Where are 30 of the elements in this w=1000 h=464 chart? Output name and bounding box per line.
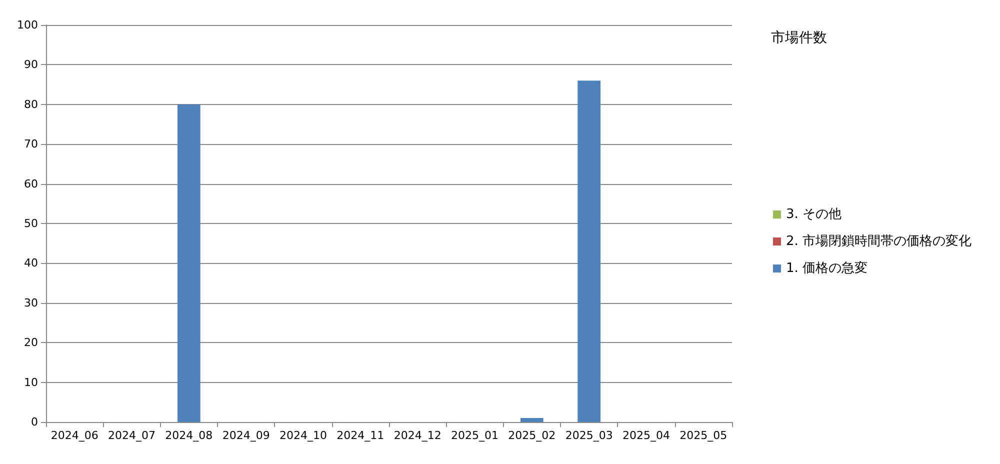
x-tick-label: 2024_08 [165, 429, 213, 442]
y-tick-label: 60 [24, 177, 38, 190]
legend-label: 2. 市場閉鎖時間帯の価格の変化 [786, 233, 972, 249]
x-tick-label: 2025_02 [508, 429, 556, 442]
legend-label: 1. 価格の急変 [786, 260, 868, 276]
y-tick-label: 0 [31, 416, 38, 428]
bar [578, 80, 601, 422]
x-tick-label: 2024_10 [280, 429, 327, 442]
y-tick-label: 90 [24, 58, 38, 72]
x-tick-label: 2025_01 [451, 429, 498, 442]
y-tick-label: 80 [24, 98, 38, 111]
y-tick-label: 20 [24, 336, 38, 350]
x-tick-label: 2024_12 [394, 429, 442, 442]
x-tick-label: 2024_09 [222, 429, 270, 442]
x-tick-label: 2024_07 [108, 429, 156, 442]
text: 市場件数 [771, 30, 827, 46]
y-tick-label: 40 [24, 256, 38, 270]
legend-label: 3. その他 [786, 207, 842, 222]
y-tick-label: 50 [24, 217, 38, 230]
y-tick-label: 30 [24, 296, 38, 310]
x-tick-label: 2025_05 [680, 429, 728, 442]
y-tick-label: 70 [24, 138, 38, 151]
bar [520, 418, 544, 422]
bar [177, 104, 200, 422]
y-tick-label: 100 [17, 18, 38, 32]
x-tick-label: 2024_06 [50, 429, 98, 442]
x-tick-label: 2024_11 [336, 429, 384, 442]
y-tick-label: 10 [24, 376, 38, 389]
x-tick-label: 2025_04 [622, 429, 670, 442]
x-tick-label: 2025_03 [565, 429, 613, 442]
